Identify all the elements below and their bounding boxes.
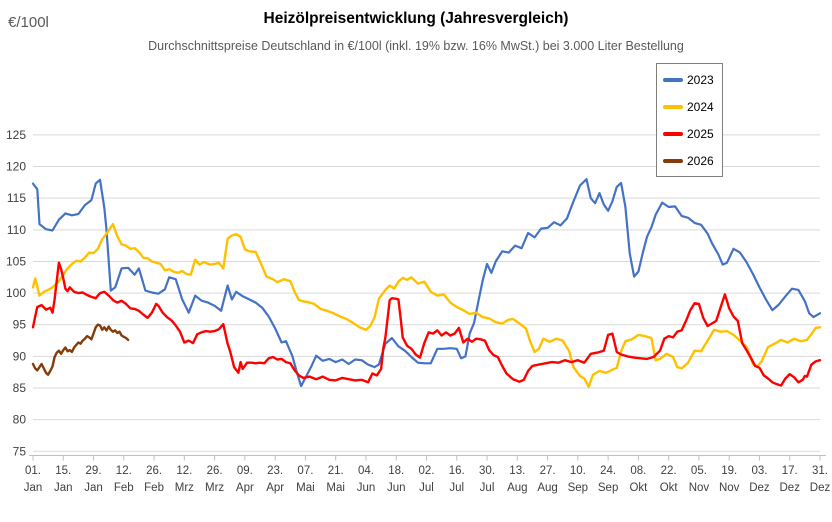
x-tick-label-day-09. Apr: 09.	[237, 465, 253, 477]
legend-swatch-2024	[663, 104, 683, 109]
x-tick-label-month-15. Jan: Jan	[54, 482, 73, 494]
x-tick-label-day-17. Dez: 17.	[782, 465, 798, 477]
legend-swatch-2025	[663, 131, 683, 136]
x-tick-label-month-30. Jul: Jul	[480, 482, 495, 494]
x-tick-label-day-01. Jan: 01.	[25, 465, 41, 477]
y-tick-label-125: 125	[6, 128, 26, 142]
x-tick-label-month-05. Nov: Nov	[689, 482, 710, 494]
x-tick-label-day-22. Okt: 22.	[661, 465, 677, 477]
series-line-2025[interactable]	[31, 261, 822, 387]
series-line-2024[interactable]	[31, 222, 822, 388]
legend-item-2025[interactable]: 2025	[657, 127, 722, 141]
x-tick-label-day-15. Jan: 15.	[55, 465, 71, 477]
x-tick-label-month-12. Mrz: Mrz	[175, 482, 194, 494]
x-tick-label-day-27. Aug: 27.	[540, 465, 556, 477]
y-axis-unit-label: €/100l	[8, 14, 49, 31]
x-tick-label-month-09. Apr: Apr	[236, 482, 254, 494]
x-tick-label-month-07. Mai: Mai	[296, 482, 315, 494]
x-tick-label-month-04. Jun: Jun	[357, 482, 376, 494]
x-tick-label-month-31. Dez: Dez	[810, 482, 831, 494]
x-tick-label-day-12. Feb: 12.	[116, 465, 132, 477]
y-tick-label-100: 100	[6, 286, 26, 300]
y-tick-label-90: 90	[13, 349, 27, 363]
x-tick-label-day-31. Dez: 31.	[812, 465, 828, 477]
x-tick-label-month-13. Aug: Aug	[507, 482, 527, 494]
y-tick-label-80: 80	[13, 413, 27, 427]
x-tick-label-month-26. Mrz: Mrz	[205, 482, 224, 494]
chart-legend: 2023 2024 2025 2026	[656, 63, 723, 177]
y-tick-label-75: 75	[13, 444, 27, 458]
y-tick-label-105: 105	[6, 254, 26, 268]
x-tick-label-day-29. Jan: 29.	[86, 465, 102, 477]
x-tick-label-day-19. Nov: 19.	[721, 465, 737, 477]
x-tick-label-day-30. Jul: 30.	[479, 465, 495, 477]
x-tick-label-day-04. Jun: 04.	[358, 465, 374, 477]
x-tick-label-day-24. Sep: 24.	[600, 465, 616, 477]
x-tick-label-month-27. Aug: Aug	[537, 482, 557, 494]
x-tick-label-day-12. Mrz: 12.	[176, 465, 192, 477]
x-tick-label-day-08. Okt: 08.	[630, 465, 646, 477]
x-tick-label-day-26. Feb: 26.	[146, 465, 162, 477]
x-tick-label-day-18. Jun: 18.	[388, 465, 404, 477]
x-tick-label-day-23. Apr: 23.	[267, 465, 283, 477]
x-tick-label-month-18. Jun: Jun	[387, 482, 406, 494]
y-tick-label-95: 95	[13, 318, 27, 332]
x-tick-label-month-19. Nov: Nov	[719, 482, 740, 494]
y-tick-label-115: 115	[7, 191, 26, 205]
x-tick-label-month-03. Dez: Dez	[749, 482, 770, 494]
chart-title: Heizölpreisentwicklung (Jahresvergleich)	[263, 10, 569, 27]
y-tick-label-120: 120	[6, 160, 26, 174]
legend-item-2024[interactable]: 2024	[657, 100, 722, 114]
x-tick-label-month-01. Jan: Jan	[24, 482, 43, 494]
series-line-2023[interactable]	[31, 178, 822, 388]
legend-label-2026: 2026	[687, 153, 714, 168]
x-tick-label-day-05. Nov: 05.	[691, 465, 707, 477]
legend-swatch-2023	[663, 77, 683, 82]
x-tick-label-month-02. Jul: Jul	[419, 482, 434, 494]
x-tick-label-day-10. Sep: 10.	[570, 465, 586, 477]
x-tick-label-day-02. Jul: 02.	[419, 465, 435, 477]
legend-label-2023: 2023	[687, 72, 714, 87]
x-tick-label-month-22. Okt: Okt	[660, 482, 679, 494]
x-tick-label-month-17. Dez: Dez	[780, 482, 801, 494]
legend-item-2026[interactable]: 2026	[657, 154, 722, 168]
y-tick-label-110: 110	[7, 223, 26, 237]
x-tick-label-month-24. Sep: Sep	[598, 482, 618, 494]
y-tick-label-85: 85	[13, 381, 27, 395]
x-tick-label-day-21. Mai: 21.	[328, 465, 344, 477]
legend-label-2024: 2024	[687, 99, 714, 114]
legend-item-2023[interactable]: 2023	[657, 73, 722, 87]
x-tick-label-day-03. Dez: 03.	[751, 465, 767, 477]
x-tick-label-day-13. Aug: 13.	[509, 465, 525, 477]
series-line-2026[interactable]	[31, 323, 130, 376]
x-tick-label-month-08. Okt: Okt	[629, 482, 648, 494]
x-tick-label-day-16. Jul: 16.	[449, 465, 465, 477]
legend-label-2025: 2025	[687, 126, 714, 141]
x-tick-label-month-29. Jan: Jan	[84, 482, 103, 494]
x-tick-label-month-26. Feb: Feb	[144, 482, 164, 494]
x-tick-label-month-21. Mai: Mai	[326, 482, 345, 494]
chart-subtitle: Durchschnittspreise Deutschland in €/100…	[148, 39, 684, 53]
x-tick-label-month-16. Jul: Jul	[449, 482, 464, 494]
x-tick-label-day-07. Mai: 07.	[297, 465, 313, 477]
x-tick-label-month-10. Sep: Sep	[568, 482, 588, 494]
legend-swatch-2026	[663, 158, 683, 163]
x-tick-label-day-26. Mrz: 26.	[207, 465, 223, 477]
x-tick-label-month-12. Feb: Feb	[114, 482, 134, 494]
x-tick-label-month-23. Apr: Apr	[266, 482, 284, 494]
